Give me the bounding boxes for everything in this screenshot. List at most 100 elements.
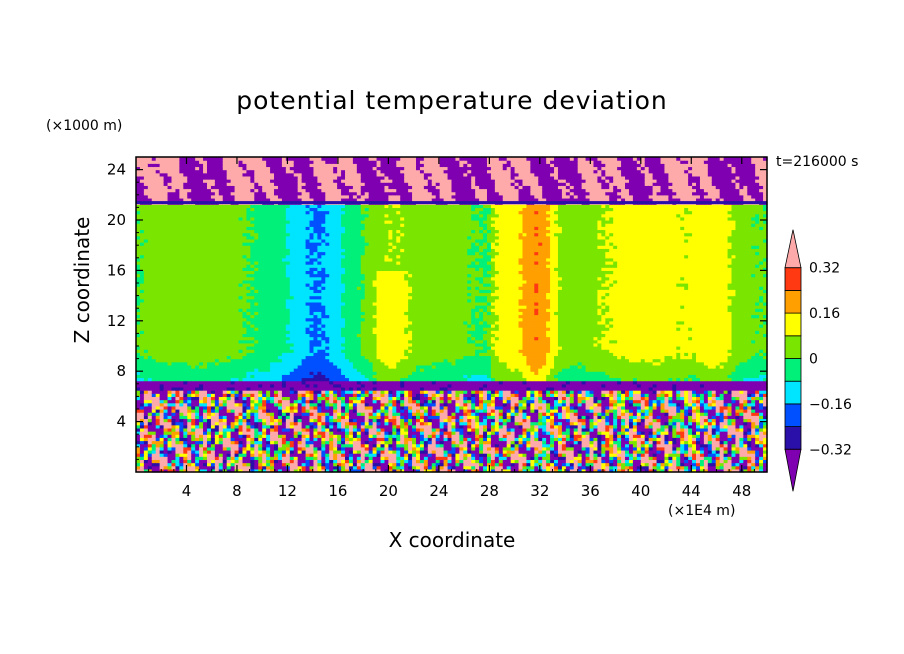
field-cell — [222, 462, 228, 467]
field-cell — [210, 210, 216, 215]
field-cell — [214, 396, 220, 401]
field-cell — [210, 301, 216, 306]
field-cell — [195, 330, 200, 334]
field-cell — [139, 286, 145, 290]
field-cell — [191, 434, 196, 438]
field-cell — [214, 197, 220, 202]
field-cell — [136, 279, 141, 284]
field-cell — [179, 267, 184, 271]
field-cell — [179, 456, 184, 460]
field-cell — [171, 270, 177, 275]
field-cell — [163, 342, 169, 347]
field-cell — [222, 415, 228, 420]
field-cell — [218, 418, 224, 423]
field-cell — [187, 368, 192, 372]
field-cell — [191, 232, 196, 237]
field-cell — [203, 349, 208, 353]
field-cell — [136, 254, 141, 259]
field-cell — [139, 443, 145, 448]
field-cell — [155, 166, 161, 171]
field-cell — [155, 311, 161, 316]
field-cell — [167, 283, 173, 287]
field-cell — [195, 166, 200, 171]
field-cell — [171, 390, 177, 394]
field-cell — [222, 314, 228, 319]
field-cell — [171, 446, 177, 451]
field-cell — [214, 305, 220, 309]
field-cell — [167, 402, 173, 407]
field-cell — [167, 267, 173, 271]
field-cell — [195, 207, 200, 212]
field-cell — [195, 427, 200, 432]
field-cell — [218, 166, 224, 171]
field-cell — [226, 399, 232, 404]
field-cell — [179, 424, 184, 429]
field-cell — [187, 317, 192, 322]
field-cell — [179, 317, 184, 322]
field-cell — [143, 342, 149, 347]
field-cell — [203, 305, 208, 309]
field-cell — [214, 194, 220, 199]
field-cell — [159, 333, 165, 338]
field-cell — [163, 339, 169, 344]
y-axis-unit: (×1000 m) — [46, 118, 123, 134]
field-cell — [199, 242, 204, 246]
field-cell — [167, 459, 173, 464]
field-cell — [136, 270, 141, 275]
field-cell — [203, 371, 208, 375]
field-cell — [183, 320, 188, 325]
field-cell — [143, 226, 149, 231]
field-cell — [222, 374, 228, 379]
field-cell — [206, 352, 212, 357]
field-cell — [136, 305, 141, 309]
field-cell — [183, 342, 188, 347]
field-cell — [179, 374, 184, 379]
field-cell — [187, 160, 192, 164]
field-cell — [214, 368, 220, 372]
field-cell — [195, 437, 200, 442]
field-cell — [187, 197, 192, 202]
field-cell — [163, 415, 169, 420]
field-cell — [151, 399, 157, 404]
field-cell — [136, 339, 141, 344]
field-cell — [163, 346, 169, 350]
field-cell — [151, 232, 157, 237]
field-cell — [167, 179, 173, 183]
field-cell — [179, 320, 184, 325]
field-cell — [171, 283, 177, 287]
field-cell — [206, 465, 212, 470]
field-cell — [155, 301, 161, 306]
field-cell — [191, 371, 196, 375]
field-cell — [175, 305, 180, 309]
field-cell — [206, 295, 212, 300]
field-cell — [171, 166, 177, 171]
field-cell — [143, 245, 149, 249]
field-cell — [218, 194, 224, 199]
field-cell — [183, 427, 188, 432]
field-cell — [183, 160, 188, 164]
field-cell — [163, 292, 169, 297]
field-cell — [175, 254, 180, 259]
field-cell — [226, 279, 232, 284]
field-cell — [222, 286, 228, 290]
field-cell — [183, 374, 188, 379]
field-cell — [175, 390, 180, 394]
field-cell — [147, 226, 153, 231]
field-cell — [187, 260, 192, 265]
field-cell — [143, 191, 149, 196]
field-cell — [167, 409, 173, 413]
field-cell — [167, 305, 173, 309]
field-cell — [218, 396, 224, 401]
field-cell — [143, 286, 149, 290]
field-cell — [163, 160, 169, 164]
field-cell — [171, 276, 177, 281]
field-cell — [210, 179, 216, 183]
field-cell — [151, 314, 157, 319]
field-cell — [143, 380, 149, 385]
field-cell — [226, 175, 232, 180]
field-cell — [183, 264, 188, 268]
field-cell — [210, 276, 216, 281]
field-cell — [171, 157, 177, 161]
field-cell — [159, 358, 165, 363]
field-cell — [175, 424, 180, 429]
